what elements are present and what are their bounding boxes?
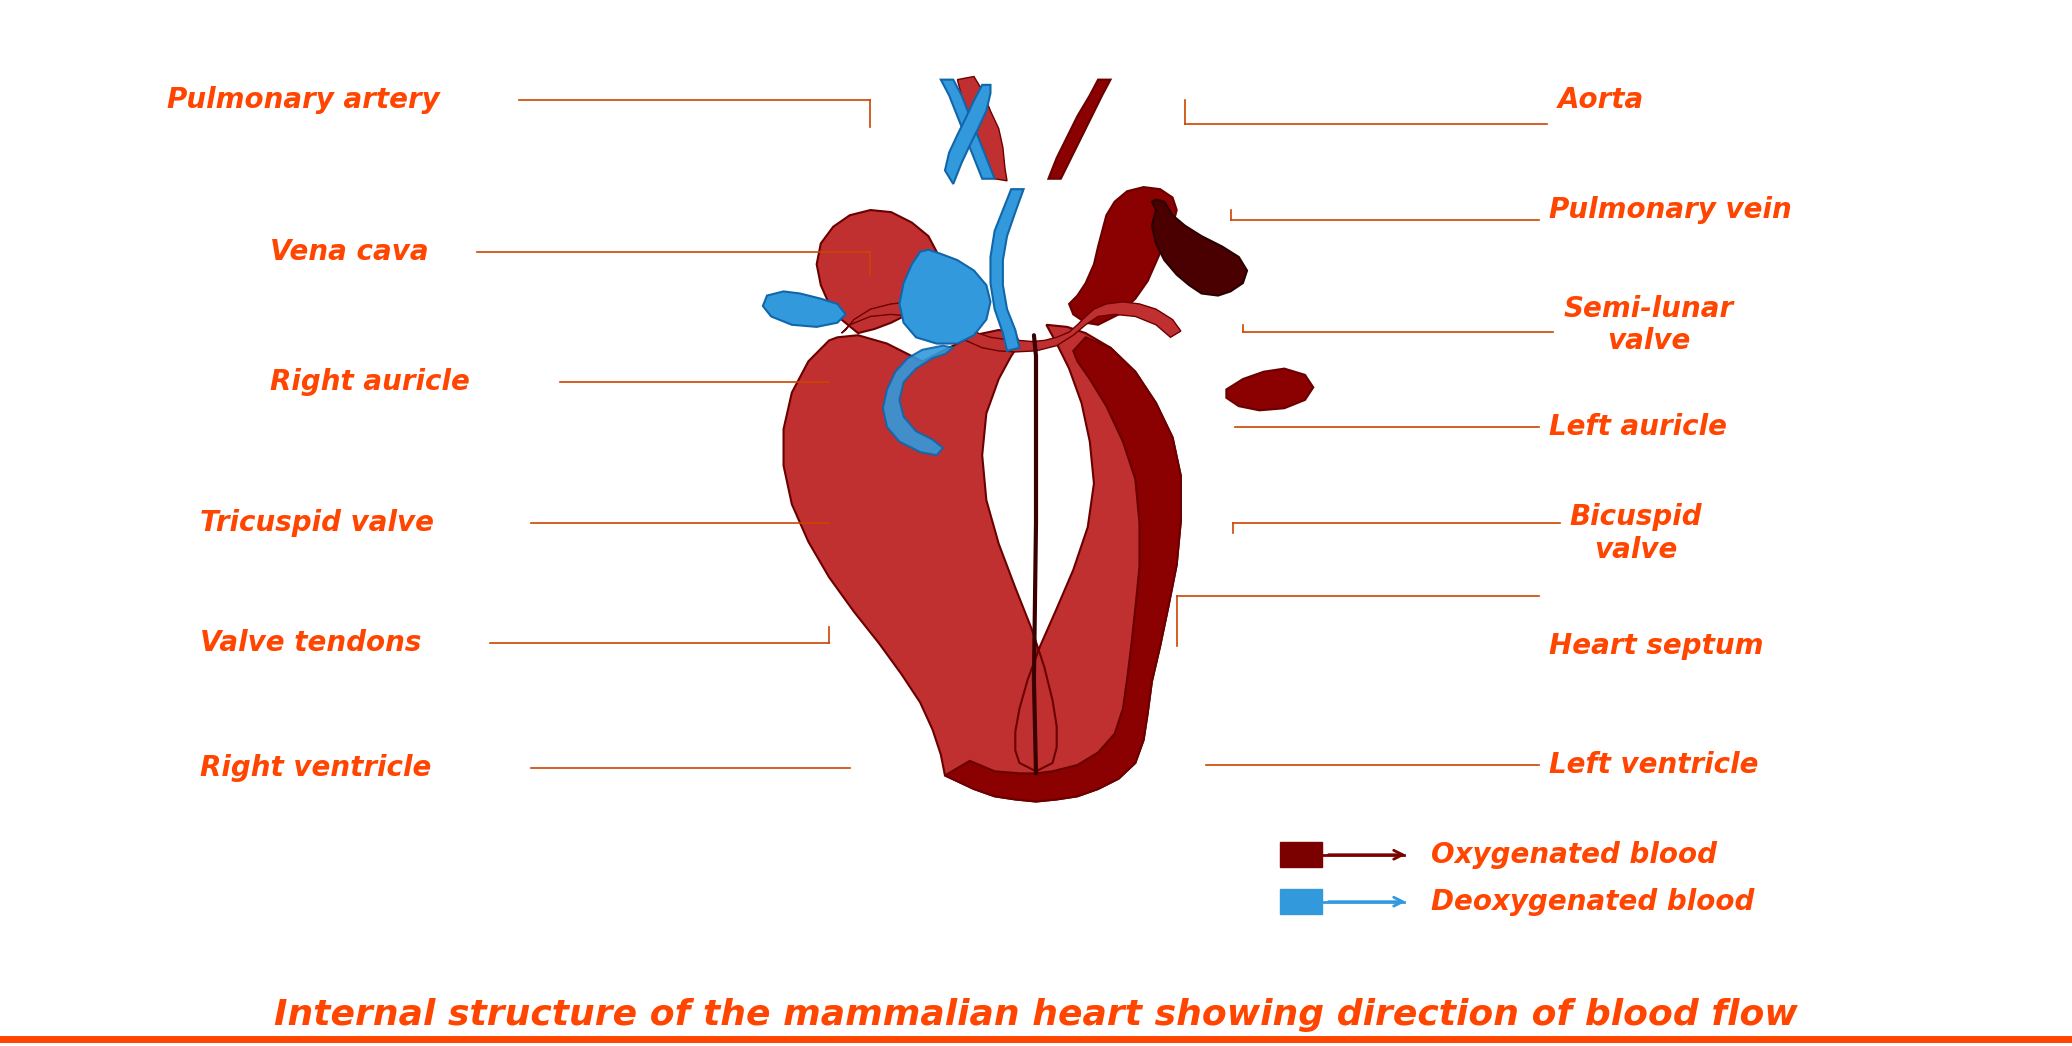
Text: Heart septum: Heart septum bbox=[1550, 632, 1763, 660]
Text: Valve tendons: Valve tendons bbox=[201, 629, 421, 657]
Text: Right auricle: Right auricle bbox=[269, 368, 470, 396]
Polygon shape bbox=[1069, 187, 1177, 325]
Text: Deoxygenated blood: Deoxygenated blood bbox=[1432, 888, 1755, 915]
FancyBboxPatch shape bbox=[1280, 889, 1322, 914]
Text: Bicuspid
valve: Bicuspid valve bbox=[1571, 503, 1703, 564]
Polygon shape bbox=[816, 210, 941, 333]
FancyBboxPatch shape bbox=[1280, 842, 1322, 867]
Text: Oxygenated blood: Oxygenated blood bbox=[1432, 841, 1718, 869]
Polygon shape bbox=[899, 250, 990, 343]
Polygon shape bbox=[945, 337, 1181, 801]
Polygon shape bbox=[941, 79, 995, 179]
Text: Left ventricle: Left ventricle bbox=[1550, 751, 1759, 779]
Polygon shape bbox=[883, 345, 953, 455]
Polygon shape bbox=[1152, 200, 1247, 296]
Polygon shape bbox=[783, 325, 1181, 801]
Text: Right ventricle: Right ventricle bbox=[201, 754, 431, 782]
Text: Internal structure of the mammalian heart showing direction of blood flow: Internal structure of the mammalian hear… bbox=[274, 998, 1798, 1032]
Polygon shape bbox=[990, 189, 1024, 350]
Text: Tricuspid valve: Tricuspid valve bbox=[201, 509, 433, 537]
Text: Pulmonary artery: Pulmonary artery bbox=[168, 87, 439, 114]
Polygon shape bbox=[841, 302, 1181, 351]
Text: Left auricle: Left auricle bbox=[1550, 413, 1728, 441]
Polygon shape bbox=[1227, 368, 1314, 410]
Polygon shape bbox=[957, 76, 1007, 181]
Polygon shape bbox=[1048, 79, 1111, 179]
Polygon shape bbox=[762, 292, 845, 326]
Text: Pulmonary vein: Pulmonary vein bbox=[1550, 196, 1792, 224]
Text: Aorta: Aorta bbox=[1558, 87, 1643, 114]
Text: Semi-lunar
valve: Semi-lunar valve bbox=[1564, 295, 1734, 355]
Text: Vena cava: Vena cava bbox=[269, 237, 429, 266]
Polygon shape bbox=[945, 85, 990, 184]
